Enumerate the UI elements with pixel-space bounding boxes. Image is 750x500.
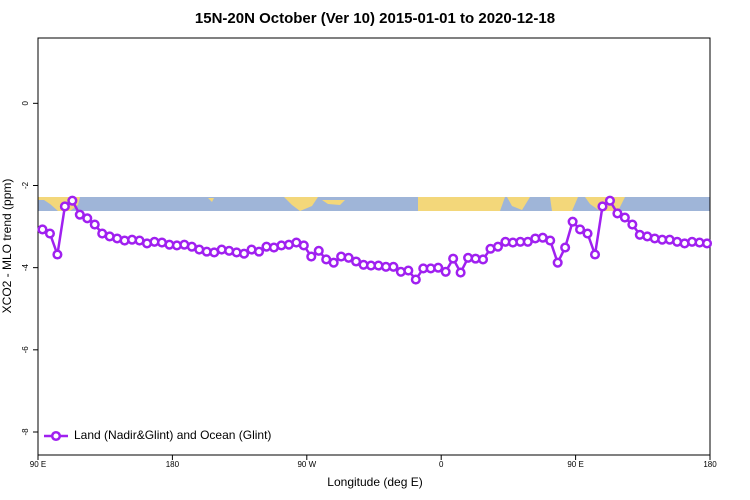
data-point: [448, 253, 459, 264]
data-point: [52, 249, 63, 260]
y-tick-label: -2: [21, 181, 30, 189]
data-point: [619, 212, 630, 223]
y-tick-label: -4: [21, 264, 30, 272]
data-point: [477, 254, 489, 265]
data-point: [604, 195, 615, 206]
x-tick-label: 0: [439, 460, 444, 469]
y-tick-label: 0: [21, 101, 30, 106]
x-tick-label: 90 E: [567, 460, 583, 469]
data-point: [59, 201, 70, 212]
data-point: [37, 224, 48, 235]
chart-title: 15N-20N October (Ver 10) 2015-01-01 to 2…: [195, 10, 555, 27]
data-point: [582, 228, 593, 239]
x-tick-label: 90 W: [297, 460, 316, 469]
x-axis-label: Longitude (deg E): [327, 475, 422, 489]
data-point: [552, 257, 563, 268]
data-point: [701, 238, 713, 249]
x-tick-label: 180: [703, 460, 717, 469]
x-tick-label: 90 E: [30, 460, 46, 469]
data-point: [612, 208, 623, 219]
data-point: [627, 219, 638, 230]
data-point: [440, 266, 451, 277]
data-point: [74, 209, 85, 220]
data-point: [492, 241, 503, 252]
data-point: [328, 257, 339, 268]
data-point: [67, 195, 78, 206]
plot-frame: [37, 37, 711, 456]
data-point: [82, 213, 93, 224]
data-point: [433, 262, 444, 273]
data-point: [239, 248, 250, 259]
legend-marker: [50, 430, 62, 442]
legend-label: Land (Nadir&Glint) and Ocean (Glint): [74, 428, 271, 442]
data-point: [410, 274, 421, 285]
data-point: [575, 224, 586, 235]
data-point: [44, 228, 55, 239]
data-point: [589, 249, 601, 260]
y-tick-label: -8: [21, 428, 30, 436]
data-point: [403, 265, 414, 276]
data-point: [313, 245, 324, 256]
data-point: [298, 240, 309, 251]
data-point: [306, 251, 317, 262]
x-tick-label: 180: [166, 460, 180, 469]
data-point: [343, 252, 354, 263]
data-point: [597, 201, 608, 212]
data-point: [253, 246, 265, 257]
data-point: [545, 235, 556, 246]
data-point: [455, 267, 466, 278]
data-point: [89, 219, 100, 230]
data-point: [567, 216, 578, 227]
y-tick-label: -6: [21, 346, 30, 354]
y-axis-label: XCO2 - MLO trend (ppm): [0, 179, 14, 314]
data-point: [560, 242, 571, 253]
data-point: [388, 261, 399, 272]
